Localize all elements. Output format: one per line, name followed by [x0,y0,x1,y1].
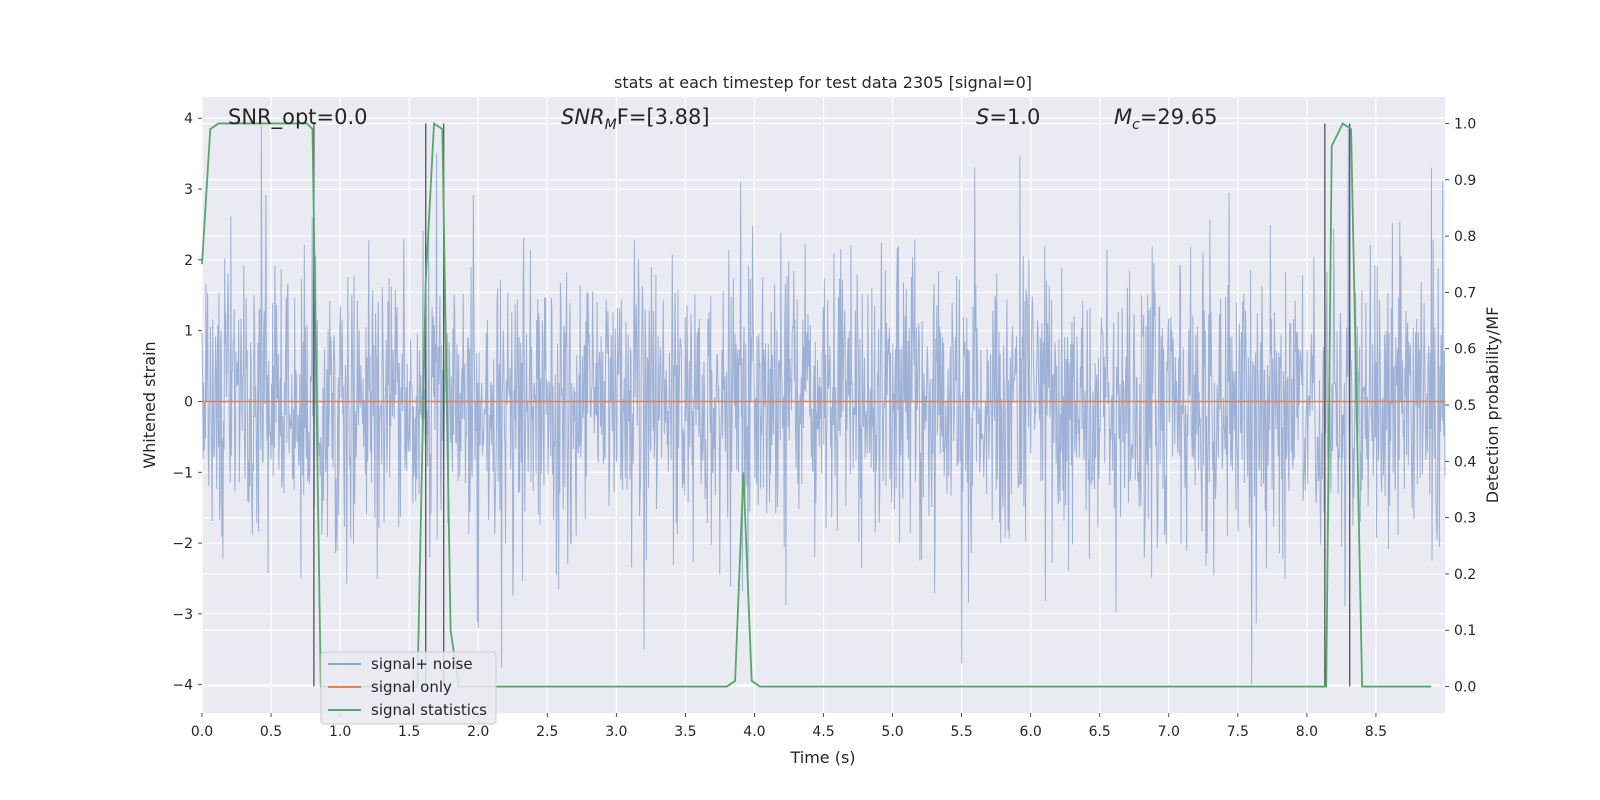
x-tick-label-7.0: 7.0 [1158,724,1180,740]
x-tick-label-6.5: 6.5 [1089,724,1111,740]
annotations: SNR_opt=0.0 SNRMF=[3.88] S=1.0 Mc=29.65 [228,105,1218,133]
y2-tick-label-0.0: 0.0 [1454,680,1476,696]
annotation-s: S=1.0 [976,105,1040,129]
annotation-s-main: S [976,105,989,129]
x-tick-label-4.0: 4.0 [743,724,765,740]
y-tick-label-1: 1 [184,324,193,340]
series-signal-noise [201,125,1446,685]
y2-tick-label-0.3: 0.3 [1454,511,1476,527]
y2-tick-label-0.6: 0.6 [1454,342,1476,358]
annotation-mc-main: M [1114,105,1132,129]
x-tick-label-0.0: 0.0 [191,724,213,740]
y2-axis-ticks: 1.0 0.9 0.8 0.7 0.6 0.5 0.4 0.3 0.2 0.1 0.0 [1445,116,1476,696]
y-tick-label-2: 2 [184,253,193,269]
y2-tick-label-0.1: 0.1 [1454,623,1476,639]
y2-axis-label: Detection probability/MF [1483,307,1502,504]
y2-tick-label-0.5: 0.5 [1454,398,1476,414]
x-tick-label-7.5: 7.5 [1227,724,1249,740]
x-tick-label-1.0: 1.0 [329,724,351,740]
x-tick-label-4.5: 4.5 [812,724,834,740]
x-axis-label: Time (s) [789,748,855,767]
y2-tick-label-0.2: 0.2 [1454,567,1476,583]
legend-box [320,651,497,725]
y-tick-label-−3: −3 [172,607,193,623]
legend-label-signal-only: signal only [371,678,452,696]
legend: signal+ noise signal only signal statist… [320,651,497,725]
annotation-snr-mf-sub: M [605,117,617,133]
y-tick-label-−1: −1 [172,465,193,481]
y2-tick-label-1.0: 1.0 [1454,116,1476,132]
x-tick-label-8.0: 8.0 [1296,724,1318,740]
signal-noise-line [201,125,1446,685]
x-tick-label-2.5: 2.5 [536,724,558,740]
chart-title: stats at each timestep for test data 230… [614,73,1032,92]
y-tick-label-3: 3 [184,182,193,198]
x-tick-label-3.5: 3.5 [674,724,696,740]
annotation-mc-sub: c [1132,117,1140,133]
x-tick-label-5.0: 5.0 [881,724,903,740]
legend-label-signal-noise: signal+ noise [371,655,473,673]
y2-tick-label-0.7: 0.7 [1454,285,1476,301]
x-tick-label-3.0: 3.0 [605,724,627,740]
annotation-snr-mf-main: SNR [561,105,605,129]
y-axis-label: Whitened strain [140,341,159,468]
annotation-mc-rest: =29.65 [1140,105,1218,129]
annotation-snr-opt: SNR_opt=0.0 [228,105,368,130]
annotation-s-rest: =1.0 [989,105,1040,129]
y-tick-label-4: 4 [184,111,193,127]
x-tick-label-1.5: 1.5 [398,724,420,740]
annotation-snr-mf-rest: F=[3.88] [617,105,710,129]
y2-tick-label-0.4: 0.4 [1454,454,1476,470]
annotation-mc: Mc=29.65 [1114,105,1218,133]
x-tick-label-0.5: 0.5 [260,724,282,740]
y-tick-label-0: 0 [184,394,193,410]
legend-label-signal-statistics: signal statistics [371,701,487,719]
x-tick-label-2.0: 2.0 [467,724,489,740]
x-tick-label-6.0: 6.0 [1020,724,1042,740]
y-tick-label-−4: −4 [172,678,193,694]
y-tick-label-−2: −2 [172,536,193,552]
x-tick-label-5.5: 5.5 [950,724,972,740]
x-tick-label-8.5: 8.5 [1365,724,1387,740]
y2-tick-label-0.8: 0.8 [1454,229,1476,245]
annotation-snr-mf: SNRMF=[3.88] [561,105,710,133]
y-axis-ticks: 4 3 2 1 0 −1 −2 −3 −4 [172,111,202,694]
y2-tick-label-0.9: 0.9 [1454,173,1476,189]
x-axis-ticks: 0.0 0.5 1.0 1.5 2.0 2.5 3.0 3.5 4.0 4.5 5.0 5.5 6.0 6… [191,713,1387,740]
